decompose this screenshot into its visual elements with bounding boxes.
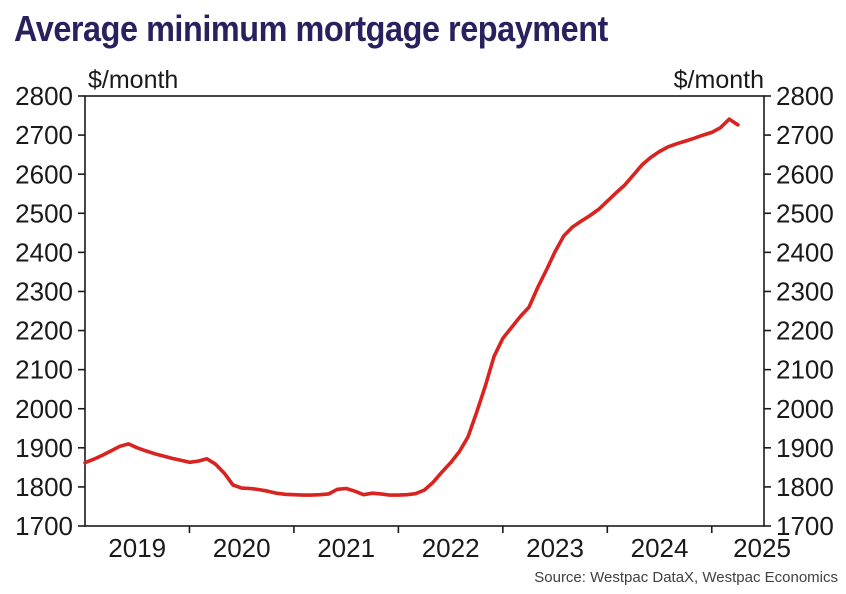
y-axis-tick-label-left: 2700: [15, 120, 73, 150]
x-axis-year-label: 2019: [108, 533, 166, 563]
y-axis-tick-label-left: 2400: [15, 237, 73, 267]
y-axis-tick-label-right: 2400: [776, 237, 834, 267]
y-axis-tick-label-right: 2300: [776, 277, 834, 307]
y-axis-unit-label-right: $/month: [673, 66, 764, 94]
y-axis-tick-label-right: 2800: [776, 81, 834, 111]
x-axis-year-label: 2020: [213, 533, 271, 563]
y-axis-tick-label-left: 1900: [15, 433, 73, 463]
y-axis-tick-label-left: 2100: [15, 355, 73, 385]
y-axis-tick-label-right: 1900: [776, 433, 834, 463]
y-axis-tick-label-right: 2600: [776, 159, 834, 189]
y-axis-tick-label-right: 1700: [776, 511, 834, 541]
x-axis-year-label: 2022: [422, 533, 480, 563]
y-axis-tick-label-right: 2100: [776, 355, 834, 385]
x-axis-year-label: 2021: [317, 533, 375, 563]
y-axis-unit-label-left: $/month: [88, 66, 179, 94]
y-axis-tick-label-left: 2300: [15, 277, 73, 307]
y-axis-tick-label-left: 2500: [15, 198, 73, 228]
y-axis-tick-label-left: 2200: [15, 316, 73, 346]
source-note: Source: Westpac DataX, Westpac Economics: [534, 569, 838, 586]
y-axis-tick-label-right: 2000: [776, 394, 834, 424]
chart-title: Average minimum mortgage repayment: [14, 8, 608, 49]
y-axis-tick-label-right: 2500: [776, 198, 834, 228]
y-axis-tick-label-left: 2600: [15, 159, 73, 189]
plot-frame: [84, 95, 765, 527]
y-axis-tick-label-right: 2700: [776, 120, 834, 150]
x-axis-year-label: 2025: [733, 533, 791, 563]
y-axis-tick-label-left: 2000: [15, 394, 73, 424]
x-axis-year-label: 2023: [526, 533, 584, 563]
x-axis-year-label: 2024: [631, 533, 689, 563]
y-axis-tick-label-right: 2200: [776, 316, 834, 346]
y-axis-tick-label-left: 1700: [15, 511, 73, 541]
y-axis-tick-label-right: 1800: [776, 472, 834, 502]
y-axis-tick-label-left: 2800: [15, 81, 73, 111]
repayment-line: [83, 117, 740, 497]
y-axis-tick-label-left: 1800: [15, 472, 73, 502]
